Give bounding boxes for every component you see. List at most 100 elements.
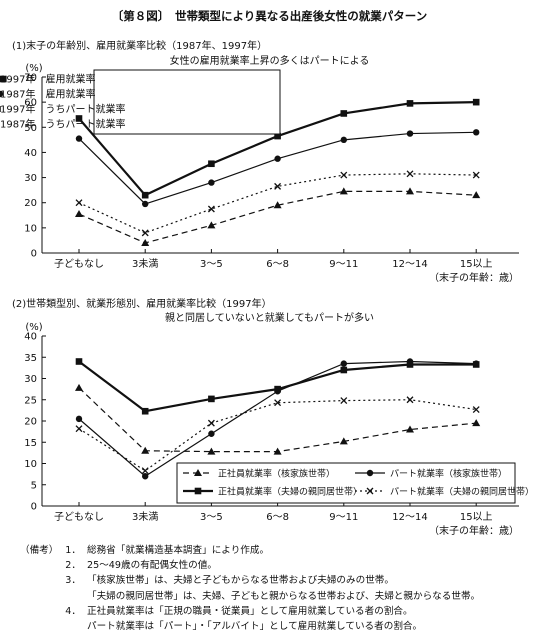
series-3 bbox=[75, 358, 480, 415]
marker-circle bbox=[208, 430, 215, 437]
x-tick-label: 12～14 bbox=[392, 259, 427, 270]
x-tick-label: 15以上 bbox=[460, 511, 493, 523]
marker-circle bbox=[0, 90, 4, 98]
legend-item: 1997年 うちパート就業率 bbox=[0, 103, 125, 116]
note-row: （備考） 1． 総務省「就業構造基本調査」により作成。 bbox=[20, 543, 480, 558]
series-line bbox=[78, 387, 477, 453]
marker-square bbox=[340, 366, 348, 374]
legend-box bbox=[176, 462, 516, 504]
series-4 bbox=[75, 187, 481, 246]
marker-circle bbox=[366, 469, 374, 477]
legend-label: パート就業率（夫婦の親同居世帯） bbox=[390, 486, 534, 498]
marker-square bbox=[75, 115, 83, 122]
legend-box bbox=[93, 69, 281, 135]
marker-triangle bbox=[406, 425, 414, 433]
y-tick-label: 5 bbox=[31, 480, 37, 491]
x-tick-label: 3未満 bbox=[132, 258, 158, 270]
chart2-plot: 0 5 10 15 20 25 30 35 40(%) 子どもなし 3未満 3～5 6～8 9～11 12～… bbox=[24, 322, 534, 537]
series-2 bbox=[75, 358, 480, 480]
legend-label: 正社員就業率（核家族世帯） bbox=[218, 468, 335, 480]
marker-x bbox=[141, 467, 149, 475]
x-tick-label: 子どもなし bbox=[54, 258, 104, 270]
marker-circle bbox=[340, 136, 347, 144]
marker-x bbox=[75, 199, 83, 207]
note-number bbox=[63, 619, 87, 634]
note-text: 「夫婦の親同居世帯」は、夫婦、子どもと親からなる世帯および、夫婦と親からなる世帯… bbox=[87, 590, 481, 602]
y-tick-label: 10 bbox=[24, 223, 37, 234]
marker-triangle bbox=[339, 437, 348, 445]
marker-square bbox=[208, 160, 215, 168]
marker-x bbox=[207, 205, 215, 213]
legend-item: パート就業率（核家族世帯） bbox=[355, 468, 507, 480]
marker-x bbox=[207, 419, 215, 427]
note-number bbox=[63, 589, 87, 604]
x-tick-label: 12～14 bbox=[392, 512, 427, 523]
note-row: 2． 25～49歳の有配偶女性の値。 bbox=[20, 558, 480, 573]
legend-label: 1987年 雇用就業率 bbox=[0, 88, 95, 101]
legend-item: 正社員就業率（核家族世帯） bbox=[183, 468, 335, 480]
y-tick-label: 30 bbox=[24, 173, 37, 184]
note-text: 正社員就業率は「正規の職員・従業員」として雇用就業している者の割合。 bbox=[87, 605, 413, 617]
legend: 1997年 雇用就業率 1987年 雇用就業率 1997年 うちパート就業率 1987… bbox=[0, 69, 281, 135]
marker-square bbox=[141, 191, 149, 199]
marker-circle bbox=[274, 155, 281, 162]
y-tick-label: 40 bbox=[24, 332, 37, 343]
marker-circle bbox=[208, 179, 215, 186]
y-axis-unit: (%) bbox=[25, 63, 42, 74]
note-text: 総務省「就業構造基本調査」により作成。 bbox=[87, 545, 270, 556]
y-tick-label: 0 bbox=[31, 249, 37, 260]
y-tick-label: 10 bbox=[24, 459, 37, 470]
legend: 正社員就業率（核家族世帯） パート就業率（核家族世帯） 正社員就業率（夫婦の親同居世… bbox=[176, 462, 534, 504]
marker-x bbox=[340, 397, 348, 405]
marker-square bbox=[340, 110, 348, 117]
y-tick-label: 20 bbox=[24, 198, 37, 209]
legend-label: パート就業率（核家族世帯） bbox=[390, 468, 507, 480]
x-tick-label: 3～5 bbox=[200, 259, 223, 270]
series-1 bbox=[75, 383, 481, 455]
series-line bbox=[78, 360, 477, 477]
x-tick-label: 6～8 bbox=[266, 512, 289, 523]
note-text: パート就業率は「パート」・「アルバイト」として雇用就業している者の割合。 bbox=[87, 621, 423, 633]
chart1-plot: 0 10 20 30 40 50 60 70(%) 子どもなし 3未満 3～5 6～8 9～11 12～1… bbox=[0, 63, 519, 284]
marker-circle bbox=[473, 129, 480, 136]
x-tick-label: 9～11 bbox=[329, 512, 358, 523]
y-tick-label: 0 bbox=[31, 502, 37, 513]
figure-title: 〔第８図〕 世帯類型により異なる出産後女性の就業パターン bbox=[111, 9, 428, 23]
marker-x bbox=[406, 170, 414, 178]
note-number: 3． bbox=[65, 575, 81, 587]
marker-x bbox=[406, 396, 414, 404]
chart2-subtitle: (2)世帯類型別、就業形態別、雇用就業率比較（1997年） bbox=[12, 299, 272, 310]
marker-triangle bbox=[207, 221, 216, 229]
series-4 bbox=[75, 396, 480, 475]
marker-x bbox=[340, 171, 348, 179]
series-line bbox=[78, 131, 477, 205]
marker-square bbox=[141, 407, 149, 415]
series-2 bbox=[75, 129, 480, 208]
note-text: 「核家族世帯」は、夫婦と子どもからなる世帯および夫婦のみの世帯。 bbox=[87, 575, 394, 587]
series-3 bbox=[75, 170, 480, 237]
marker-square bbox=[406, 100, 414, 107]
note-row: 4． 正社員就業率は「正規の職員・従業員」として雇用就業している者の割合。 bbox=[20, 604, 480, 619]
chart1-subtitle: (1)末子の年齢別、雇用就業率比較（1987年、1997年） bbox=[12, 41, 268, 52]
marker-square bbox=[0, 75, 7, 83]
series-line bbox=[78, 190, 477, 244]
note-number: 2． bbox=[65, 560, 81, 572]
legend-label: 1997年 うちパート就業率 bbox=[0, 103, 125, 116]
y-tick-label: 20 bbox=[24, 417, 37, 428]
y-tick-label: 40 bbox=[24, 148, 37, 159]
legend-label: 正社員就業率（夫婦の親同居世帯） bbox=[218, 486, 362, 498]
x-tick-label: 3未満 bbox=[132, 511, 158, 523]
note-number: 4． bbox=[65, 605, 81, 617]
marker-circle bbox=[406, 130, 414, 137]
marker-triangle bbox=[472, 191, 481, 199]
marker-triangle bbox=[339, 187, 348, 195]
marker-square bbox=[274, 385, 281, 393]
x-tick-label: 6～8 bbox=[266, 259, 289, 270]
y-tick-label: 30 bbox=[24, 374, 37, 385]
marker-triangle bbox=[207, 447, 216, 455]
note-number: 1． bbox=[65, 545, 81, 556]
marker-square bbox=[406, 361, 414, 368]
legend-item: 1987年 雇用就業率 bbox=[0, 88, 95, 101]
marker-square bbox=[274, 132, 281, 140]
marker-x bbox=[75, 425, 83, 433]
